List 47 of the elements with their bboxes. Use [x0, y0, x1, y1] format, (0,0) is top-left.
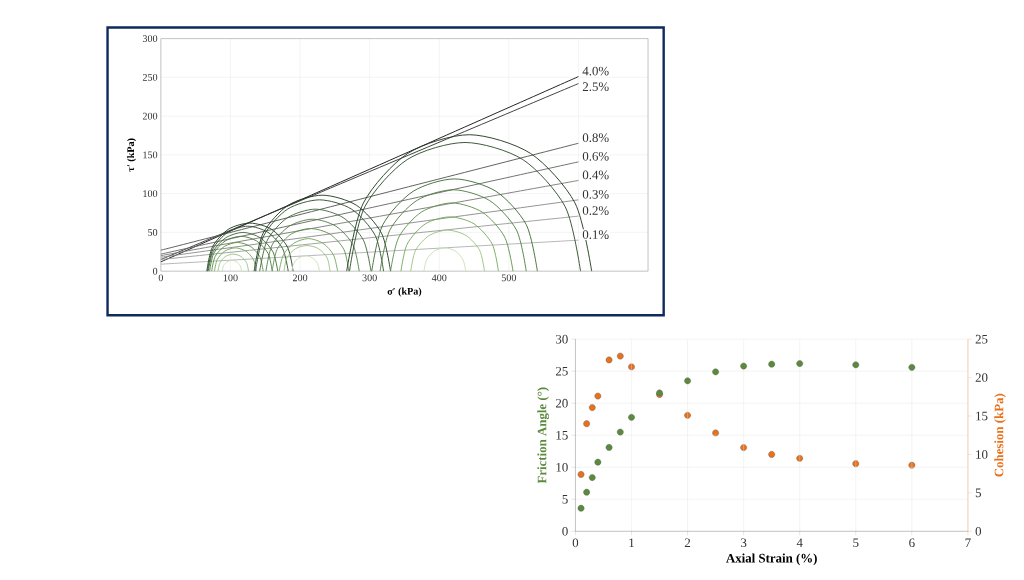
y-tick-label: 100 — [143, 190, 158, 198]
x-tick-label: 6 — [909, 538, 915, 548]
x-tick-label: 200 — [292, 274, 308, 282]
y-tick-label: 0 — [562, 526, 568, 536]
y-tick-label: 250 — [142, 73, 158, 81]
series-label: 0.4% — [582, 170, 609, 180]
y-tick-label: 10 — [556, 462, 568, 472]
y-tick-label: 150 — [143, 151, 158, 159]
y2-tick-label: 15 — [976, 411, 988, 421]
x-axis-title: Axial Strain (%) — [726, 553, 817, 566]
x-tick-label: 7 — [965, 538, 971, 547]
series-label: 0.1% — [582, 230, 609, 240]
x-tick-label: 500 — [501, 274, 517, 282]
series-label: 0.6% — [582, 151, 609, 161]
x-tick-label: 5 — [853, 538, 859, 548]
x-tick-label: 1 — [629, 538, 634, 547]
y2-tick-label: 25 — [975, 334, 988, 344]
x-tick-label: 0 — [572, 538, 579, 548]
y-tick-label: 50 — [148, 228, 158, 236]
x-tick-label: 0 — [158, 274, 164, 282]
x-tick-label: 400 — [431, 274, 447, 282]
x-tick-label: 300 — [362, 274, 377, 282]
x-tick-label: 2 — [684, 538, 691, 547]
y-tick-label: 0 — [152, 267, 158, 275]
y-tick-label: 300 — [142, 35, 158, 43]
y-tick-label: 5 — [562, 494, 568, 504]
x-tick-label: 100 — [223, 274, 238, 282]
y2-tick-label: 10 — [976, 450, 988, 459]
y2-axis-title: Cohesion (kPa) — [994, 393, 1006, 477]
y-axis-title: τ′ (kPa) — [126, 138, 137, 172]
y-tick-label: 30 — [556, 334, 568, 344]
x-tick-label: 3 — [741, 538, 747, 548]
series-label: 4.0% — [582, 66, 609, 76]
y-tick-label: 200 — [142, 112, 158, 120]
series-label: 2.5% — [582, 82, 609, 92]
y-tick-label: 20 — [555, 398, 568, 408]
y2-tick-label: 20 — [975, 373, 988, 382]
series-label: 0.8% — [582, 133, 609, 143]
y2-tick-label: 0 — [975, 526, 982, 536]
y2-tick-label: 5 — [975, 488, 982, 498]
y-tick-label: 25 — [555, 366, 568, 376]
y-axis-title: Friction Angle (°) — [537, 387, 550, 484]
x-axis-title: σ′ (kPa) — [387, 287, 422, 297]
y-tick-label: 15 — [556, 430, 568, 440]
x-tick-label: 4 — [796, 538, 803, 547]
series-label: 0.3% — [582, 189, 609, 199]
series-label: 0.2% — [582, 206, 609, 215]
